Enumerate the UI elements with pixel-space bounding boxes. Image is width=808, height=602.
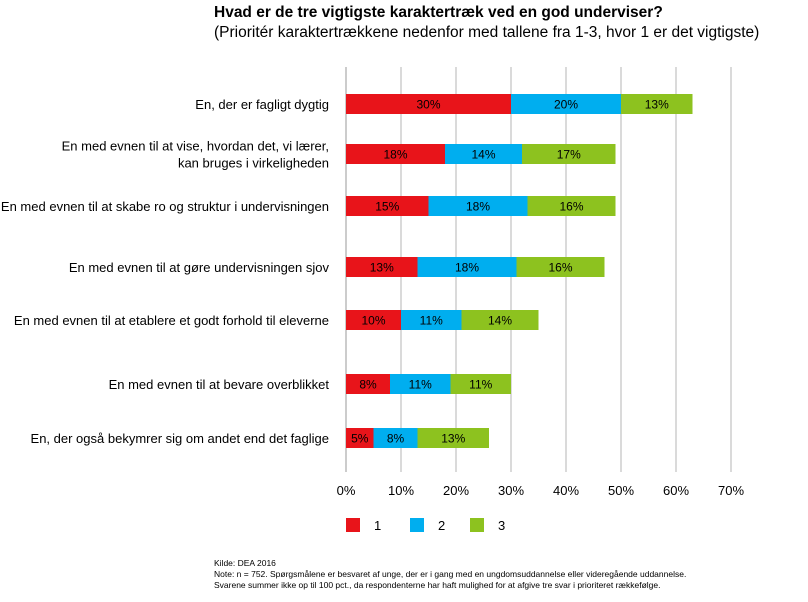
- legend-swatch-1: [346, 518, 360, 532]
- data-label: 18%: [383, 148, 407, 162]
- data-label: 16%: [548, 261, 572, 275]
- data-label: 14%: [471, 148, 495, 162]
- bar-series-1: [346, 310, 401, 330]
- category-label: En, der også bekymrer sig om andet end d…: [31, 431, 329, 446]
- bar-series-3: [461, 310, 539, 330]
- data-label: 8%: [359, 378, 377, 392]
- x-tick-label: 10%: [388, 483, 414, 498]
- x-tick-label: 60%: [663, 483, 689, 498]
- bar-series-2: [390, 374, 451, 394]
- x-tick-label: 50%: [608, 483, 634, 498]
- bar-series-1: [346, 94, 511, 114]
- chart-subtitle: (Prioritér karaktertrækkene nedenfor med…: [214, 24, 760, 41]
- chart-footer: Kilde: DEA 2016 Note: n = 752. Spørgsmål…: [214, 558, 686, 591]
- bar-series-1: [346, 428, 374, 448]
- sample-note: Note: n = 752. Spørgsmålene er besvaret …: [214, 569, 687, 579]
- bar-series-3: [450, 374, 511, 394]
- bar-series-3: [516, 257, 605, 277]
- legend-label: 3: [498, 518, 505, 533]
- legend-swatch-2: [410, 518, 424, 532]
- stacked-bar-chart: 0% 10% 20% 30% 40% 50% 60% 70% En, der er faglig…: [1, 67, 744, 533]
- data-label: 11%: [469, 378, 492, 392]
- bar-series-1: [346, 144, 445, 164]
- bar-series-2: [445, 144, 522, 164]
- data-label: 20%: [554, 98, 578, 112]
- chart-title: Hvad er de tre vigtigste karaktertræk ve…: [214, 4, 663, 21]
- bar-series-3: [417, 428, 489, 448]
- data-label: 13%: [645, 98, 669, 112]
- legend-label: 2: [438, 518, 445, 533]
- bar-series-3: [621, 94, 693, 114]
- x-tick-label: 40%: [553, 483, 579, 498]
- source-note: Kilde: DEA 2016: [214, 558, 276, 568]
- x-tick-label: 70%: [718, 483, 744, 498]
- category-label: En med evnen til at skabe ro og struktur…: [1, 199, 329, 214]
- bar-series-2: [401, 310, 462, 330]
- data-label: 5%: [351, 432, 369, 446]
- bar-series-3: [527, 196, 616, 216]
- legend-label: 1: [374, 518, 381, 533]
- data-label: 11%: [409, 378, 432, 392]
- bar-series-1: [346, 257, 418, 277]
- data-label: 16%: [559, 200, 583, 214]
- data-label: 13%: [370, 261, 394, 275]
- bar-series-2: [511, 94, 621, 114]
- legend-swatch-3: [470, 518, 484, 532]
- bar-series-3: [522, 144, 616, 164]
- category-label: En med evnen til at etablere et godt for…: [14, 313, 329, 328]
- data-label: 10%: [361, 314, 385, 328]
- x-tick-label: 30%: [498, 483, 524, 498]
- bar-series-1: [346, 374, 390, 394]
- data-label: 18%: [455, 261, 479, 275]
- category-label: En med evnen til at vise, hvordan det, v…: [62, 139, 329, 154]
- category-label: En med evnen til at gøre undervisningen …: [69, 260, 330, 275]
- data-label: 13%: [441, 432, 465, 446]
- sum-note: Svarene summer ikke op til 100 pct., da …: [214, 580, 661, 590]
- x-tick-label: 20%: [443, 483, 469, 498]
- bar-series-2: [428, 196, 528, 216]
- data-label: 8%: [387, 432, 405, 446]
- data-label: 14%: [488, 314, 512, 328]
- data-label: 18%: [466, 200, 490, 214]
- bar-series-2: [417, 257, 517, 277]
- bar-series-2: [373, 428, 418, 448]
- category-label: kan bruges i virkeligheden: [178, 156, 329, 171]
- data-label: 15%: [375, 200, 399, 214]
- category-label: En, der er fagligt dygtig: [195, 97, 329, 112]
- category-label: En med evnen til at bevare overblikket: [109, 377, 330, 392]
- bar-series-1: [346, 196, 429, 216]
- data-label: 11%: [420, 314, 443, 328]
- x-tick-label: 0%: [337, 483, 356, 498]
- data-label: 17%: [557, 148, 581, 162]
- data-label: 30%: [416, 98, 440, 112]
